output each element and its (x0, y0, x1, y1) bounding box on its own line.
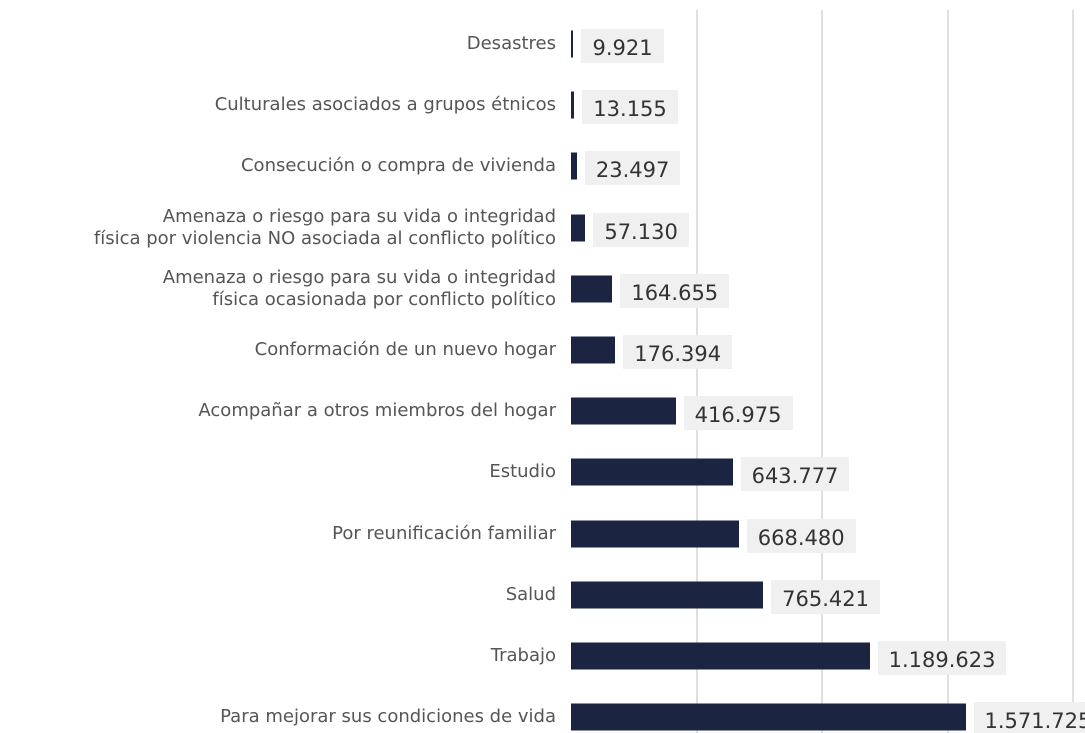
value-label: 643.777 (740, 457, 850, 492)
grid-line (1072, 10, 1074, 733)
category-label: Desastres (466, 33, 556, 54)
grid-line (946, 10, 949, 733)
bar (571, 397, 676, 425)
category-label: Estudio (489, 461, 556, 483)
bar (571, 91, 575, 119)
bar (571, 458, 733, 486)
category-label: Salud (505, 583, 556, 605)
bar (571, 581, 764, 609)
value-label: 9.921 (581, 29, 664, 63)
bar (571, 214, 586, 242)
category-label: Acompañar a otros miembros del hogar (198, 400, 556, 422)
value-label: 176.394 (623, 335, 733, 369)
category-label: Consecución o compra de vivienda (240, 155, 556, 177)
bar (571, 275, 613, 303)
bar (571, 30, 574, 58)
value-label: 1.189.623 (877, 641, 1007, 675)
value-label: 1.571.725 (973, 702, 1085, 733)
bar (571, 703, 966, 731)
value-label: 23.497 (584, 151, 681, 186)
value-label: 57.130 (593, 212, 689, 247)
bar (571, 336, 616, 364)
category-label: Trabajo (490, 645, 556, 666)
category-label: Amenaza o riesgo para su vida o integrid… (162, 266, 556, 310)
grid-line (821, 10, 823, 733)
grid-line (695, 10, 698, 733)
category-label: Por reunificación familiar (332, 522, 556, 544)
bar (571, 520, 739, 548)
value-label: 416.975 (683, 396, 793, 431)
category-label: Conformación de un nuevo hogar (254, 339, 556, 360)
value-label: 164.655 (620, 273, 730, 308)
bar (571, 642, 870, 670)
category-label: Para mejorar sus condiciones de vida (220, 706, 556, 728)
bar (571, 152, 577, 180)
value-label: 765.421 (771, 579, 880, 614)
category-label: Amenaza o riesgo para su vida o integrid… (93, 205, 556, 249)
category-label: Culturales asociados a grupos étnicos (214, 94, 556, 116)
value-label: 13.155 (582, 90, 678, 125)
value-label: 668.480 (746, 518, 856, 553)
